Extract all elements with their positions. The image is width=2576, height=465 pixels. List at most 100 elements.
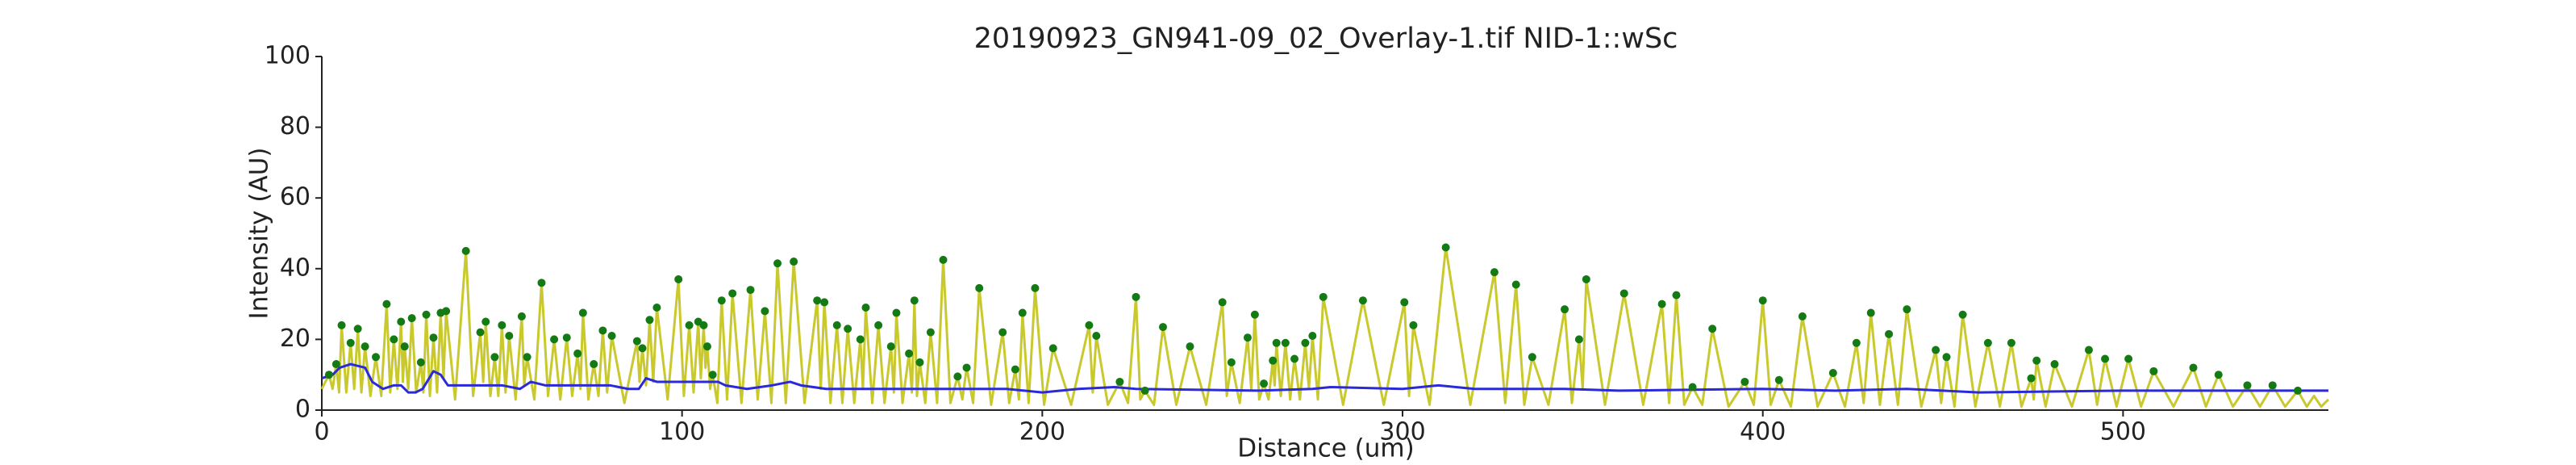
peak-point [1031,283,1040,292]
peak-point [407,314,416,323]
peak-point [1774,375,1783,384]
peak-point [537,279,546,287]
peak-point [1511,280,1520,289]
peak-point [337,320,346,329]
peak-point [717,296,726,305]
peak-point [1441,243,1450,252]
peak-point [2007,338,2015,347]
peak-point [674,274,683,283]
x-tick-label: 100 [659,418,705,446]
peak-point [1958,310,1967,319]
x-tick-label: 0 [314,418,329,446]
peak-point [1358,296,1367,305]
peak-point [844,325,852,333]
peak-point [1092,332,1101,341]
peak-point [832,320,841,329]
peak-point [1243,333,1252,342]
peak-point [1269,356,1278,365]
peak-point [820,298,829,307]
peak-point [1272,338,1281,347]
peak-point [998,328,1007,337]
peak-point [1561,305,1569,314]
peak-point [573,349,582,358]
peak-point [2050,360,2059,369]
peak-point [1942,353,1951,362]
x-axis-label: Distance (um) [1237,434,1414,463]
peak-point [1657,300,1666,308]
peak-point [1828,369,1837,378]
peak-point [1983,338,1992,347]
peak-point [1018,308,1027,317]
peak-point [1672,291,1681,300]
data-line [321,362,2328,394]
peak-point [490,353,499,362]
peak-point [708,371,717,379]
peak-point [1011,365,1019,374]
peak-point [2243,381,2252,390]
y-tick-label: 60 [280,183,311,212]
peak-point [442,307,451,316]
peak-point [523,353,531,362]
peak-point [905,349,914,358]
peak-point [1619,289,1628,298]
peak-point [652,303,661,312]
peak-point [598,326,607,335]
peak-point [685,320,694,329]
peak-point [1582,274,1590,283]
peak-point [1186,342,1194,351]
peak-point [481,317,490,326]
peak-point [517,312,526,320]
peak-point [761,307,769,316]
peak-point [1281,338,1290,347]
peak-point [1218,298,1227,307]
y-axis-label: Intensity (AU) [245,148,274,320]
peak-point [1852,338,1861,347]
x-tick-label: 300 [1379,418,1425,446]
peak-point [2294,386,2303,395]
peak-point [1301,338,1310,347]
peak-point [2124,354,2133,363]
peak-point [1400,298,1409,307]
peak-point [2084,346,2093,354]
peak-point [1866,308,1875,317]
peak-point [1528,353,1536,362]
y-tick-label: 100 [265,42,311,70]
peak-point [953,372,962,381]
peak-point [926,328,935,337]
peak-point [1227,358,1236,367]
peak-point [856,335,865,344]
peak-point [861,303,870,312]
peak-point [2214,371,2223,379]
peak-point [939,255,948,264]
peak-point [962,363,971,372]
peak-point [1708,325,1717,333]
peak-point [892,308,901,317]
peak-point [1885,329,1894,338]
peak-point [1158,323,1167,332]
peak-point [632,337,641,346]
peak-point [590,360,598,369]
peak-point [645,316,654,325]
x-tick-label: 200 [1019,418,1065,446]
peak-point [1250,310,1259,319]
peak-point [699,320,708,329]
peak-point [1115,377,1124,386]
peak-point [874,320,883,329]
peak-point [2101,354,2110,363]
peak-point [2268,381,2277,390]
peak-point [461,246,470,255]
peak-point [550,335,559,344]
peak-point [915,358,924,367]
x-tick-label: 400 [1740,418,1786,446]
peak-point [813,296,822,305]
peak-point [1740,377,1749,386]
peak-point [578,308,587,317]
peak-point [702,342,711,351]
peak-point [910,296,919,305]
peak-point [728,289,737,298]
peak-point [562,333,571,342]
peak-point [1688,383,1697,392]
peak-point [372,353,381,362]
peak-point [1048,344,1057,353]
